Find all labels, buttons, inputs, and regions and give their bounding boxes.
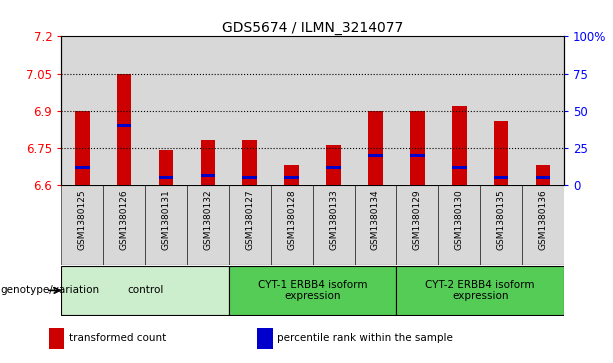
Text: GSM1380135: GSM1380135 <box>497 189 506 250</box>
Text: GSM1380129: GSM1380129 <box>413 189 422 250</box>
Text: GSM1380127: GSM1380127 <box>245 189 254 250</box>
Text: CYT-1 ERBB4 isoform
expression: CYT-1 ERBB4 isoform expression <box>258 280 367 301</box>
Bar <box>480 36 522 185</box>
Text: GSM1380130: GSM1380130 <box>455 189 464 250</box>
Text: GSM1380128: GSM1380128 <box>287 189 296 250</box>
Bar <box>117 124 131 127</box>
Text: control: control <box>127 285 163 295</box>
Bar <box>159 150 173 185</box>
Text: GSM1380126: GSM1380126 <box>120 189 129 250</box>
Bar <box>284 165 299 185</box>
Bar <box>313 36 354 185</box>
Bar <box>522 185 564 265</box>
Bar <box>494 121 508 185</box>
Bar <box>452 106 466 185</box>
Bar <box>271 36 313 185</box>
Title: GDS5674 / ILMN_3214077: GDS5674 / ILMN_3214077 <box>222 21 403 35</box>
Bar <box>257 327 273 349</box>
Bar <box>354 36 397 185</box>
Bar <box>368 154 383 157</box>
Text: GSM1380134: GSM1380134 <box>371 189 380 250</box>
Text: CYT-2 ERBB4 isoform
expression: CYT-2 ERBB4 isoform expression <box>425 280 535 301</box>
Bar <box>438 36 480 185</box>
Bar <box>159 176 173 179</box>
Bar <box>229 185 271 265</box>
Bar <box>200 140 215 185</box>
Bar <box>536 165 550 185</box>
Bar <box>187 36 229 185</box>
Bar <box>75 166 89 170</box>
Text: GSM1380133: GSM1380133 <box>329 189 338 250</box>
Bar <box>494 176 508 179</box>
Bar <box>438 185 480 265</box>
Bar <box>522 36 564 185</box>
Bar <box>49 327 64 349</box>
Bar <box>145 36 187 185</box>
Text: transformed count: transformed count <box>69 334 166 343</box>
Bar <box>397 266 564 315</box>
Text: GSM1380136: GSM1380136 <box>538 189 547 250</box>
Bar <box>452 166 466 170</box>
Bar <box>145 185 187 265</box>
Bar <box>61 266 229 315</box>
Bar <box>326 166 341 170</box>
Bar <box>229 36 271 185</box>
Bar <box>480 185 522 265</box>
Bar <box>271 185 313 265</box>
Bar <box>229 266 397 315</box>
Bar <box>313 185 354 265</box>
Bar <box>243 140 257 185</box>
Bar <box>103 185 145 265</box>
Bar <box>397 36 438 185</box>
Text: percentile rank within the sample: percentile rank within the sample <box>277 334 453 343</box>
Text: genotype/variation: genotype/variation <box>0 285 99 295</box>
Bar <box>117 74 131 185</box>
Bar <box>103 36 145 185</box>
Bar <box>410 154 425 157</box>
Bar <box>397 185 438 265</box>
Bar <box>75 111 89 185</box>
Bar <box>61 185 103 265</box>
Bar <box>410 111 425 185</box>
Text: GSM1380131: GSM1380131 <box>161 189 170 250</box>
Bar <box>200 174 215 177</box>
Bar <box>243 176 257 179</box>
Bar <box>284 176 299 179</box>
Bar <box>536 176 550 179</box>
Bar <box>354 185 397 265</box>
Bar <box>187 185 229 265</box>
Bar <box>368 111 383 185</box>
Text: GSM1380132: GSM1380132 <box>204 189 213 250</box>
Bar <box>61 36 103 185</box>
Bar <box>326 146 341 185</box>
Text: GSM1380125: GSM1380125 <box>78 189 87 250</box>
